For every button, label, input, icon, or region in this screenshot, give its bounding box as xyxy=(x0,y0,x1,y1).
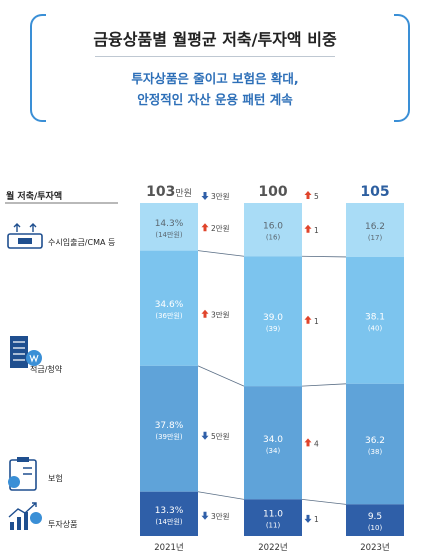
arrow-down-icon xyxy=(201,511,209,520)
connector-line xyxy=(301,383,347,387)
change-label: 5만원 xyxy=(211,432,230,441)
connector-line xyxy=(301,498,347,505)
segment-amount-label: (40) xyxy=(368,324,383,332)
change-label: 5 xyxy=(314,192,319,201)
segment-value-label: 16.2 xyxy=(365,222,385,232)
left-bracket xyxy=(30,14,46,122)
bar-segment xyxy=(346,203,404,257)
arrow-down-icon xyxy=(201,431,209,440)
segment-value-label: 38.1 xyxy=(365,312,385,322)
legend-label: 수시입출금/CMA 등 xyxy=(48,237,115,247)
segment-value-label: 34.6% xyxy=(155,300,184,310)
connector-line xyxy=(197,250,245,257)
segment-value-label: 13.3% xyxy=(155,506,184,516)
arrow-up-icon xyxy=(304,224,312,233)
segment-amount-label: (14만원) xyxy=(155,230,183,239)
segment-value-label: 37.8% xyxy=(155,421,184,431)
arrow-up-icon xyxy=(304,191,312,199)
segment-amount-label: (10) xyxy=(368,524,383,532)
connector-line xyxy=(197,491,245,500)
change-label: 3만원 xyxy=(211,192,230,201)
bar-segment xyxy=(244,499,302,536)
right-bracket xyxy=(394,14,410,122)
arrow-up-icon xyxy=(201,223,209,232)
bar-segment xyxy=(140,250,198,366)
cash-withdrawal-icon xyxy=(13,223,37,232)
category-label: 2021년 xyxy=(154,542,183,553)
change-label: 1 xyxy=(314,317,319,326)
page-title: 금융상품별 월평균 저축/투자액 비중 xyxy=(93,30,337,49)
segment-value-label: 39.0 xyxy=(263,313,283,323)
segment-value-label: 34.0 xyxy=(263,435,283,445)
investment-growth-icon xyxy=(24,512,28,530)
segment-value-label: 11.0 xyxy=(263,510,283,520)
change-label: 1 xyxy=(314,515,319,524)
investment-growth-icon xyxy=(17,517,21,530)
change-label: 1 xyxy=(314,226,319,235)
category-label: 2022년 xyxy=(258,542,287,553)
y-axis-label: 월 저축/투자액 xyxy=(6,190,62,202)
bar-segment xyxy=(140,491,198,536)
segment-amount-label: (36만원) xyxy=(155,311,183,320)
segment-value-label: 14.3% xyxy=(155,219,184,229)
category-label: 2023년 xyxy=(360,542,389,553)
investment-growth-icon xyxy=(30,512,42,524)
bar-segment xyxy=(346,256,404,384)
change-label: 3만원 xyxy=(211,311,230,320)
segment-amount-label: (34) xyxy=(266,447,281,455)
insurance-clipboard-icon xyxy=(23,467,32,475)
segment-amount-label: (17) xyxy=(368,234,383,242)
segment-amount-label: (38) xyxy=(368,448,383,456)
connector-line xyxy=(197,365,245,387)
cash-withdrawal-icon xyxy=(7,233,43,249)
savings-building-icon xyxy=(26,350,42,366)
savings-building-icon xyxy=(13,341,25,361)
segment-amount-label: (11) xyxy=(266,522,281,530)
segment-amount-label: (39) xyxy=(266,325,281,333)
segment-value-label: 16.0 xyxy=(263,222,283,232)
bar-segment xyxy=(244,203,302,257)
segment-value-label: 36.2 xyxy=(365,436,385,446)
subtitle-line-2: 안정적인 자산 운용 패턴 계속 xyxy=(137,92,293,107)
insurance-clipboard-icon xyxy=(8,476,20,488)
investment-growth-icon xyxy=(10,522,14,530)
bar-total-label: 100 xyxy=(258,184,287,200)
arrow-up-icon xyxy=(201,309,209,318)
insurance-clipboard-icon xyxy=(17,457,29,462)
segment-amount-label: (14만원) xyxy=(155,517,183,526)
arrow-down-icon xyxy=(201,192,209,200)
bar-segment xyxy=(140,365,198,492)
change-label: 2만원 xyxy=(211,224,230,233)
investment-growth-icon xyxy=(8,502,37,518)
bar-segment xyxy=(244,256,302,387)
legend-label: 적금/청약 xyxy=(30,364,63,374)
segment-amount-label: (39만원) xyxy=(155,432,183,441)
change-label: 3만원 xyxy=(211,512,230,521)
cash-withdrawal-icon xyxy=(18,238,32,244)
arrow-up-icon xyxy=(304,315,312,324)
legend-label: 보험 xyxy=(48,474,63,483)
connector-line xyxy=(301,255,347,258)
arrow-down-icon xyxy=(304,514,312,523)
segment-amount-label: (16) xyxy=(266,234,281,242)
legend-label: 투자상품 xyxy=(48,519,77,529)
bar-total-label: 103만원 xyxy=(146,184,192,200)
savings-building-icon xyxy=(10,336,28,368)
title-divider xyxy=(95,56,335,57)
bar-segment xyxy=(140,203,198,251)
subtitle-line-1: 투자상품은 줄이고 보험은 확대, xyxy=(131,71,299,86)
bar-segment xyxy=(346,504,404,536)
bar-segment xyxy=(244,386,302,500)
segment-value-label: 9.5 xyxy=(368,512,382,522)
arrow-up-icon xyxy=(304,438,312,447)
bar-segment xyxy=(346,383,404,505)
change-label: 4 xyxy=(314,439,319,448)
savings-building-icon xyxy=(29,354,39,363)
bar-total-label: 105 xyxy=(360,184,389,200)
